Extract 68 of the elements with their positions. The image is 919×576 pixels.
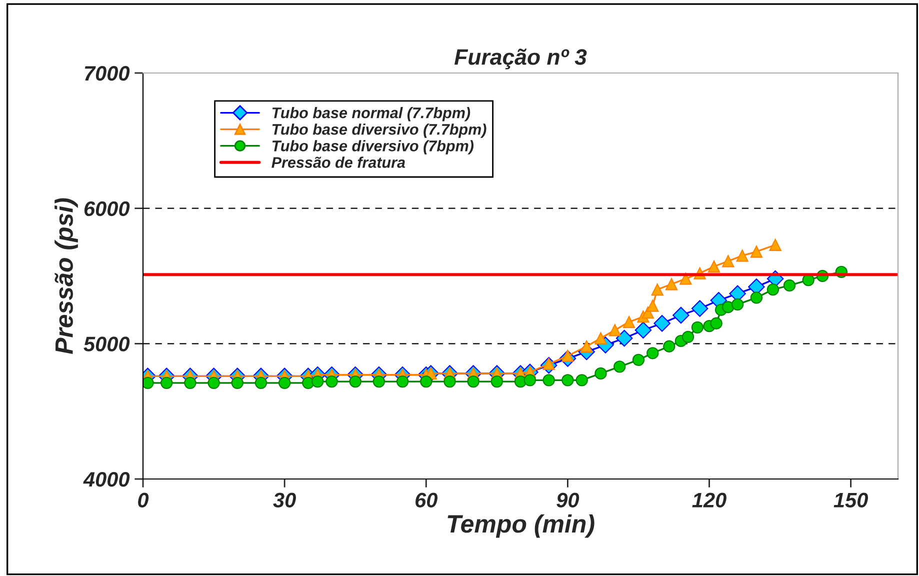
y-tick-label: 7000 [84, 66, 130, 81]
point [594, 332, 607, 344]
y-tick-label: 6000 [84, 201, 130, 216]
point [254, 376, 268, 389]
point [665, 278, 678, 290]
point [722, 255, 734, 268]
point [722, 301, 734, 314]
point [766, 283, 780, 296]
point [396, 375, 409, 388]
point [349, 375, 362, 388]
point [608, 324, 621, 336]
point [278, 376, 291, 389]
point [680, 272, 692, 285]
point [783, 279, 796, 292]
point [326, 375, 338, 388]
point [444, 375, 456, 388]
point [576, 374, 588, 386]
point [184, 376, 196, 389]
y-tick-label: 4000 [83, 472, 130, 487]
x-tick-label: 90 [556, 492, 580, 508]
point [622, 316, 636, 328]
point [663, 340, 676, 352]
point [614, 360, 626, 373]
y-axis-title: Pressão (psi) [54, 198, 78, 354]
point [651, 283, 664, 296]
x-axis-title: Tempo (min) [448, 514, 594, 538]
point [580, 340, 593, 352]
point [750, 292, 763, 304]
x-tick-label: 120 [692, 492, 726, 508]
point [160, 376, 173, 389]
legend-label: Tubo base diversivo (7bpm) [272, 140, 474, 154]
point [691, 300, 708, 317]
point [372, 375, 386, 388]
point [616, 330, 633, 347]
point [594, 367, 607, 380]
legend-label: Pressão de fratura [272, 156, 406, 168]
x-tick-label: 60 [416, 492, 438, 508]
point [646, 347, 659, 360]
point [672, 306, 690, 324]
point [634, 322, 652, 339]
point [736, 250, 748, 262]
point [562, 374, 574, 386]
y-tick-label: 5000 [84, 336, 130, 352]
x-tick-label: 30 [273, 492, 296, 508]
point [708, 260, 720, 273]
x-tick-label: 150 [834, 492, 868, 508]
point [524, 374, 536, 386]
point [467, 375, 480, 388]
point [542, 374, 555, 386]
point [654, 314, 670, 332]
point [769, 238, 782, 251]
chart-title: Furação nº 3 [454, 48, 587, 70]
point [682, 330, 694, 343]
legend-label: Tubo base diversivo (7.7bpm) [272, 124, 486, 138]
legend-label: Tubo base normal (7.7bpm) [272, 107, 470, 122]
point [208, 376, 220, 389]
point [710, 317, 722, 330]
point [231, 376, 244, 389]
point [312, 375, 324, 388]
point [691, 321, 704, 334]
x-tick-label: 0 [138, 492, 149, 508]
point [731, 298, 744, 310]
point [632, 354, 645, 366]
point [490, 375, 503, 388]
point [420, 375, 432, 388]
point [143, 376, 154, 389]
point [646, 300, 659, 312]
point [750, 246, 763, 258]
